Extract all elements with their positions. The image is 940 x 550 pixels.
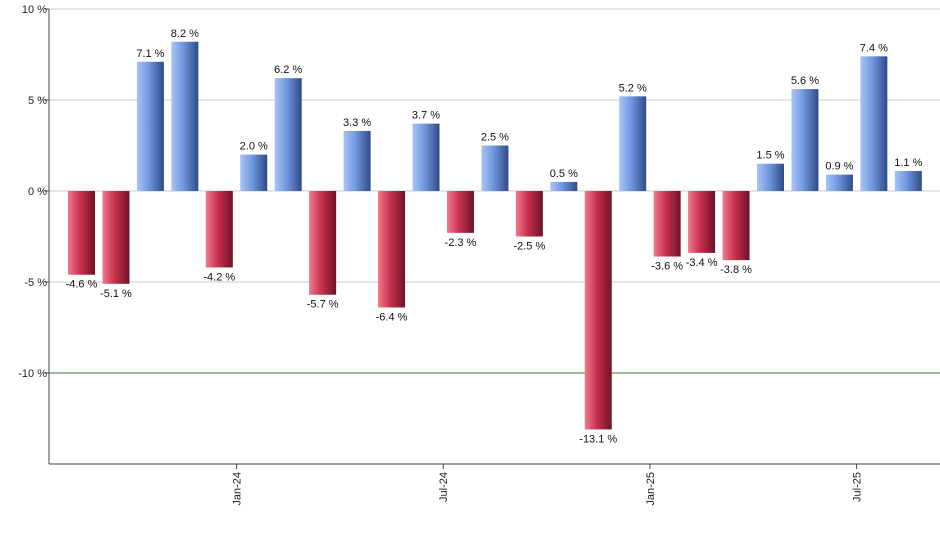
bar-11 bbox=[446, 191, 474, 233]
data-label-9: -6.4 % bbox=[376, 311, 408, 323]
bar-8 bbox=[343, 130, 371, 191]
bar-4 bbox=[205, 191, 233, 268]
bar-6 bbox=[274, 78, 302, 191]
axes bbox=[45, 8, 940, 469]
x-tick-label-2: Jan-25 bbox=[645, 472, 657, 506]
data-label-3: 8.2 % bbox=[171, 28, 199, 40]
data-label-4: -4.2 % bbox=[203, 271, 235, 283]
y-tick-label-4: -10 % bbox=[18, 368, 47, 380]
bar-19 bbox=[722, 191, 750, 261]
bar-18 bbox=[688, 191, 716, 253]
data-label-17: -3.6 % bbox=[651, 261, 683, 273]
x-tick-labels: Jan-24 Jul-24 Jan-25 Jul-25 bbox=[232, 472, 864, 506]
bar-16 bbox=[619, 96, 647, 191]
data-label-24: 1.1 % bbox=[894, 157, 922, 169]
bar-23 bbox=[860, 56, 888, 191]
y-tick-label-0: 10 % bbox=[22, 4, 47, 16]
x-tick-label-1: Jul-24 bbox=[438, 472, 450, 502]
bar-2 bbox=[136, 61, 164, 191]
data-label-8: 3.3 % bbox=[343, 117, 371, 129]
data-label-14: 0.5 % bbox=[550, 168, 578, 180]
bar-7 bbox=[309, 191, 337, 295]
bar-22 bbox=[825, 174, 853, 191]
data-label-1: -5.1 % bbox=[100, 288, 132, 300]
data-label-18: -3.4 % bbox=[686, 257, 718, 269]
bar-15 bbox=[584, 191, 612, 430]
bar-10 bbox=[412, 123, 440, 191]
data-label-12: 2.5 % bbox=[481, 132, 509, 144]
y-tick-labels: 10 % 5 % 0 % -5 % -10 % bbox=[18, 4, 47, 380]
data-label-11: -2.3 % bbox=[445, 237, 477, 249]
data-label-23: 7.4 % bbox=[860, 42, 888, 54]
bar-1 bbox=[102, 191, 130, 284]
bar-12 bbox=[481, 145, 509, 191]
data-label-6: 6.2 % bbox=[274, 64, 302, 76]
bar-14 bbox=[550, 181, 578, 191]
x-tick-label-0: Jan-24 bbox=[232, 472, 244, 506]
bar-5 bbox=[240, 154, 268, 191]
data-label-16: 5.2 % bbox=[619, 82, 647, 94]
data-label-21: 5.6 % bbox=[791, 75, 819, 87]
data-labels: -4.6 %-5.1 % 7.1 % 8.2 % -4.2 % 2.0 % 6.2 % -5… bbox=[66, 28, 923, 446]
data-label-22: 0.9 % bbox=[825, 161, 853, 173]
data-label-19: -3.8 % bbox=[720, 264, 752, 276]
bar-0 bbox=[68, 191, 95, 275]
bar-17 bbox=[653, 191, 681, 257]
data-label-7: -5.7 % bbox=[307, 299, 339, 311]
x-tick-label-3: Jul-25 bbox=[852, 472, 864, 502]
y-tick-label-2: 0 % bbox=[28, 186, 47, 198]
data-label-20: 1.5 % bbox=[756, 150, 784, 162]
data-label-0: -4.6 % bbox=[66, 279, 98, 291]
data-label-10: 3.7 % bbox=[412, 110, 440, 122]
bar-20 bbox=[757, 163, 784, 191]
bar-21 bbox=[791, 89, 819, 191]
bar-3 bbox=[171, 41, 199, 192]
bar-24 bbox=[894, 170, 922, 191]
data-label-13: -2.5 % bbox=[513, 241, 545, 253]
bar-9 bbox=[378, 191, 406, 308]
data-label-15: -13.1 % bbox=[579, 433, 617, 445]
y-tick-label-1: 5 % bbox=[28, 95, 47, 107]
bars bbox=[68, 41, 922, 430]
bar-13 bbox=[515, 191, 543, 237]
data-label-2: 7.1 % bbox=[136, 48, 164, 60]
data-label-5: 2.0 % bbox=[240, 141, 268, 153]
y-tick-label-3: -5 % bbox=[24, 277, 47, 289]
